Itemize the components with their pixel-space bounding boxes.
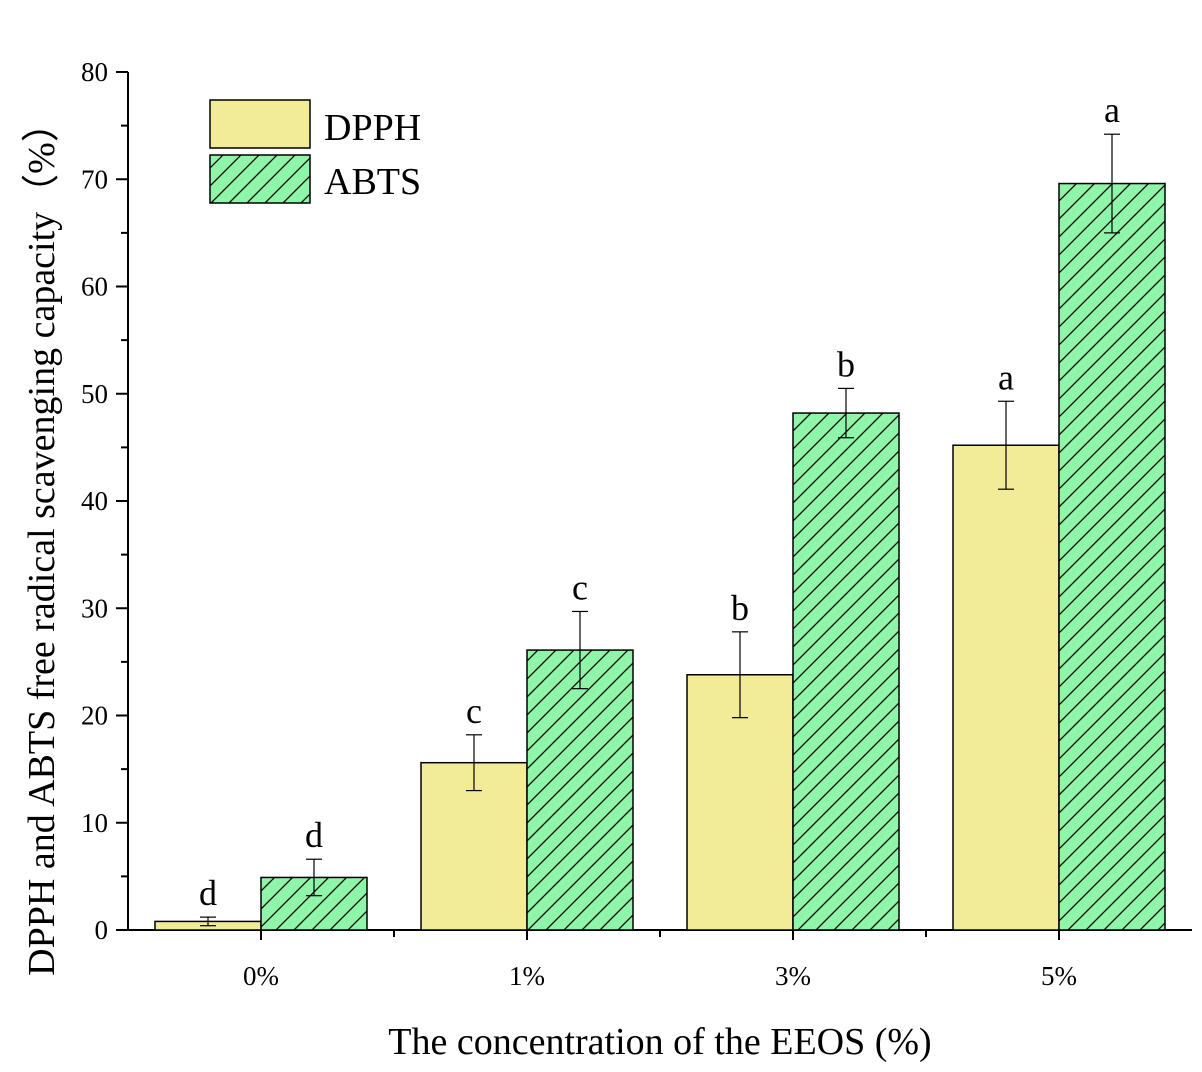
significance-letter-dpph-2: c <box>466 691 482 731</box>
legend-label-abts: ABTS <box>324 161 421 203</box>
y-tick-label: 30 <box>81 593 108 623</box>
x-tick-label: 3% <box>775 961 811 991</box>
y-tick-label: 10 <box>81 808 108 838</box>
legend-swatch-dpph <box>209 99 311 149</box>
legend-label-dpph: DPPH <box>324 107 421 149</box>
error-bars <box>200 133 1120 927</box>
significance-letter-dpph-4: a <box>998 357 1014 397</box>
y-tick-label: 40 <box>81 486 108 516</box>
bar-dpph-4 <box>952 444 1060 931</box>
bars <box>154 182 1166 931</box>
significance-letter-abts-2: c <box>572 567 588 607</box>
significance-letter-dpph-1: d <box>199 873 217 913</box>
x-tick-label: 1% <box>509 961 545 991</box>
legend-swatch-abts <box>209 154 311 204</box>
significance-letter-abts-4: a <box>1104 90 1120 130</box>
significance-letter-abts-1: d <box>305 815 323 855</box>
significance-letters: d d c c b b a a <box>199 90 1120 913</box>
x-tick-label: 0% <box>243 961 279 991</box>
bar-abts-4 <box>1058 182 1166 931</box>
y-tick-label: 50 <box>81 379 108 409</box>
x-axis-title: The concentration of the EEOS (%) <box>388 1021 931 1063</box>
y-axis-title: DPPH and ABTS free radical scavenging ca… <box>21 104 63 976</box>
x-tick-label: 5% <box>1041 961 1077 991</box>
y-tick-label: 0 <box>95 915 109 945</box>
y-tick-label: 80 <box>81 57 108 87</box>
legend: DPPH ABTS <box>209 99 421 204</box>
y-tick-label: 70 <box>81 164 108 194</box>
significance-letter-dpph-3: b <box>731 588 749 628</box>
bar-abts-2 <box>526 649 634 931</box>
y-tick-label: 20 <box>81 701 108 731</box>
significance-letter-abts-3: b <box>837 344 855 384</box>
y-tick-label: 60 <box>81 272 108 302</box>
bar-abts-3 <box>792 412 900 931</box>
